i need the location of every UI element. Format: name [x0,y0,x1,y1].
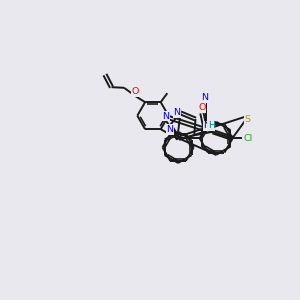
Text: N: N [203,122,211,130]
Text: H: H [208,121,215,130]
Text: N: N [201,93,208,102]
Text: S: S [244,115,250,124]
Text: O: O [132,87,139,96]
Text: O: O [198,103,206,112]
Text: N: N [162,112,169,121]
Text: N: N [173,108,180,117]
Text: Cl: Cl [244,134,253,143]
Text: N: N [167,125,173,134]
